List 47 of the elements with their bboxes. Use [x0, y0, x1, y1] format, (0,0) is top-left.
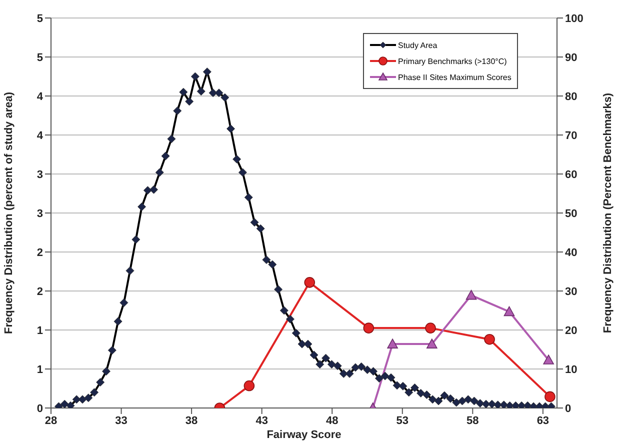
y-tick-label: 3: [36, 208, 43, 220]
y-tick-label: 5: [36, 52, 43, 64]
y-tick-label: 2: [36, 246, 43, 259]
point: [504, 306, 515, 316]
y2-tick-label: 60: [565, 168, 578, 181]
legend-label: Study Area: [398, 40, 438, 50]
y-tick-label: 4: [36, 130, 44, 142]
legend-label: Phase II Sites Maximum Scores: [398, 72, 512, 82]
y2-tick-label: 100: [565, 12, 584, 25]
legend-label: Primary Benchmarks (>130°C): [398, 56, 507, 66]
y2-tick-label: 80: [565, 90, 578, 103]
y2-tick-label: 0: [565, 402, 572, 415]
x-tick-label: 43: [256, 414, 268, 427]
point: [466, 290, 477, 300]
y2-tick-label: 70: [565, 130, 578, 142]
point: [425, 322, 436, 334]
y-tick-label: 2: [36, 286, 43, 298]
y-tick-label: 1: [36, 324, 43, 337]
x-tick-label: 28: [44, 414, 58, 427]
y-tick-label: 5: [36, 12, 43, 25]
x-tick-label: 33: [115, 414, 128, 427]
point: [426, 338, 438, 348]
y-tick-label: 3: [36, 168, 43, 181]
point: [387, 338, 398, 348]
y2-tick-label: 10: [565, 364, 578, 376]
y-tick-label: 0: [36, 402, 43, 415]
point: [244, 380, 255, 392]
y2-tick-label: 50: [565, 208, 578, 220]
y2-tick-label: 20: [565, 324, 578, 337]
point: [304, 277, 316, 288]
x-tick-label: 48: [326, 414, 338, 427]
y2-tick-label: 90: [565, 52, 578, 64]
point: [544, 391, 556, 402]
x-tick-label: 63: [536, 414, 550, 427]
y2-tick-label: 40: [565, 246, 578, 259]
y-tick-label: 4: [36, 90, 44, 103]
x-tick-label: 58: [466, 414, 479, 427]
point: [363, 322, 374, 334]
point: [484, 334, 495, 345]
y2-tick-label: 30: [565, 286, 578, 298]
x-tick-label: 53: [396, 414, 409, 427]
y-axis-title: Frequency Distribution (percent of study area): [2, 92, 15, 334]
x-tick-label: 38: [185, 414, 198, 427]
x-axis-title: Fairway Score: [266, 429, 342, 441]
y2-axis-title: Frequency Distribution (Percent Benchmarks): [602, 92, 614, 334]
y-tick-label: 1: [36, 364, 43, 376]
point: [543, 354, 554, 364]
